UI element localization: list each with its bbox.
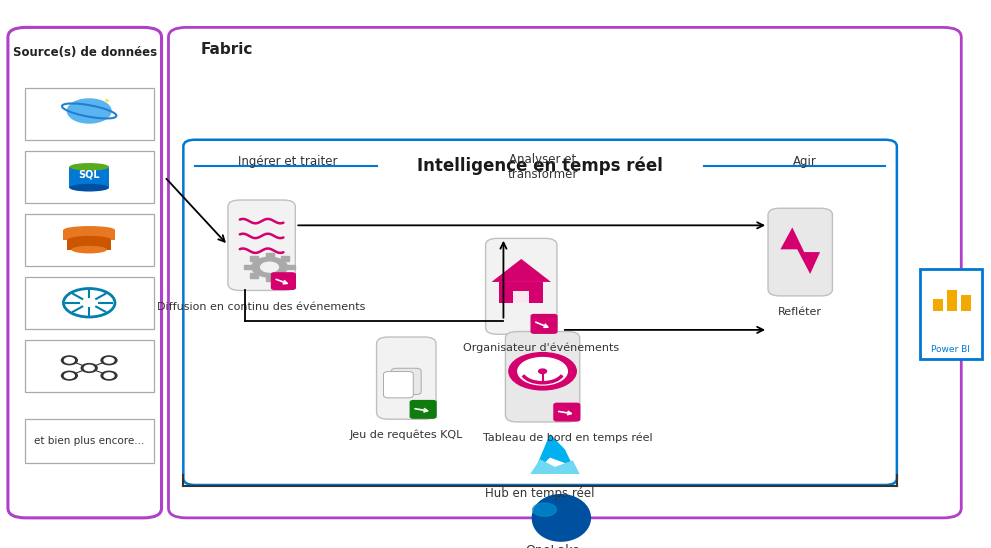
Bar (934, 299, 943, 311)
Polygon shape (530, 459, 580, 474)
FancyBboxPatch shape (531, 315, 557, 333)
Circle shape (61, 372, 77, 380)
Bar (25, 340, 154, 392)
FancyBboxPatch shape (168, 27, 961, 518)
Bar (25, 151, 154, 203)
Bar (25, 419, 154, 463)
Polygon shape (781, 227, 821, 274)
Bar (250, 273, 258, 278)
Circle shape (532, 503, 557, 516)
Circle shape (64, 373, 74, 379)
FancyBboxPatch shape (377, 337, 436, 419)
FancyBboxPatch shape (768, 208, 832, 296)
Bar (25, 277, 154, 329)
Text: ✦: ✦ (104, 98, 110, 104)
FancyBboxPatch shape (486, 238, 557, 334)
Bar (499, 282, 543, 302)
Circle shape (61, 356, 77, 365)
Bar (266, 253, 274, 258)
Bar (63, 230, 115, 240)
Text: Tableau de bord en temps réel: Tableau de bord en temps réel (483, 432, 652, 443)
Bar (287, 265, 295, 270)
Polygon shape (533, 434, 577, 474)
FancyBboxPatch shape (505, 332, 580, 422)
Text: Organisateur d'événements: Organisateur d'événements (463, 342, 619, 353)
FancyBboxPatch shape (391, 368, 421, 395)
Bar (920, 269, 982, 359)
FancyBboxPatch shape (410, 401, 436, 418)
Circle shape (67, 99, 111, 123)
Bar (281, 256, 289, 261)
FancyBboxPatch shape (228, 200, 295, 290)
Circle shape (104, 358, 114, 363)
Circle shape (64, 358, 74, 363)
Ellipse shape (71, 246, 107, 254)
Text: OneLake: OneLake (525, 544, 580, 548)
Bar (513, 290, 529, 302)
Text: Hub en temps réel: Hub en temps réel (486, 487, 595, 500)
Text: SQL: SQL (78, 169, 100, 180)
Text: Analyser et
transformer: Analyser et transformer (507, 153, 579, 181)
Circle shape (101, 372, 117, 380)
Text: Fabric: Fabric (200, 42, 253, 57)
Text: et bien plus encore...: et bien plus encore... (34, 436, 145, 446)
FancyBboxPatch shape (554, 403, 580, 421)
Bar (69, 167, 109, 187)
Bar (244, 265, 252, 270)
Text: Ingérer et traiter: Ingérer et traiter (238, 155, 337, 168)
FancyBboxPatch shape (384, 372, 413, 398)
Text: Refléter: Refléter (778, 307, 823, 317)
Circle shape (84, 366, 94, 371)
Circle shape (252, 258, 287, 277)
Ellipse shape (63, 226, 115, 233)
Text: Agir: Agir (793, 155, 817, 168)
Bar (67, 240, 111, 250)
Circle shape (261, 262, 278, 272)
Circle shape (517, 358, 567, 385)
FancyBboxPatch shape (183, 140, 897, 485)
Bar (961, 295, 970, 311)
Circle shape (104, 373, 114, 379)
Text: Intelligence en temps réel: Intelligence en temps réel (417, 157, 663, 175)
Bar (25, 88, 154, 140)
FancyBboxPatch shape (272, 273, 295, 289)
Bar (947, 290, 956, 311)
FancyBboxPatch shape (8, 27, 162, 518)
Polygon shape (532, 494, 591, 542)
Text: Jeu de requêtes KQL: Jeu de requêtes KQL (350, 429, 463, 440)
Circle shape (509, 352, 576, 390)
Bar (266, 277, 274, 282)
Ellipse shape (69, 163, 109, 171)
Bar (25, 214, 154, 266)
Text: Source(s) de données: Source(s) de données (13, 45, 157, 59)
Circle shape (101, 356, 117, 365)
Polygon shape (492, 259, 551, 282)
Ellipse shape (69, 184, 109, 192)
Circle shape (81, 364, 97, 373)
Text: Power BI: Power BI (932, 345, 970, 353)
Bar (281, 273, 289, 278)
Circle shape (539, 369, 547, 374)
Ellipse shape (67, 236, 111, 243)
Text: Diffusion en continu des événements: Diffusion en continu des événements (158, 302, 366, 312)
Bar (250, 256, 258, 261)
